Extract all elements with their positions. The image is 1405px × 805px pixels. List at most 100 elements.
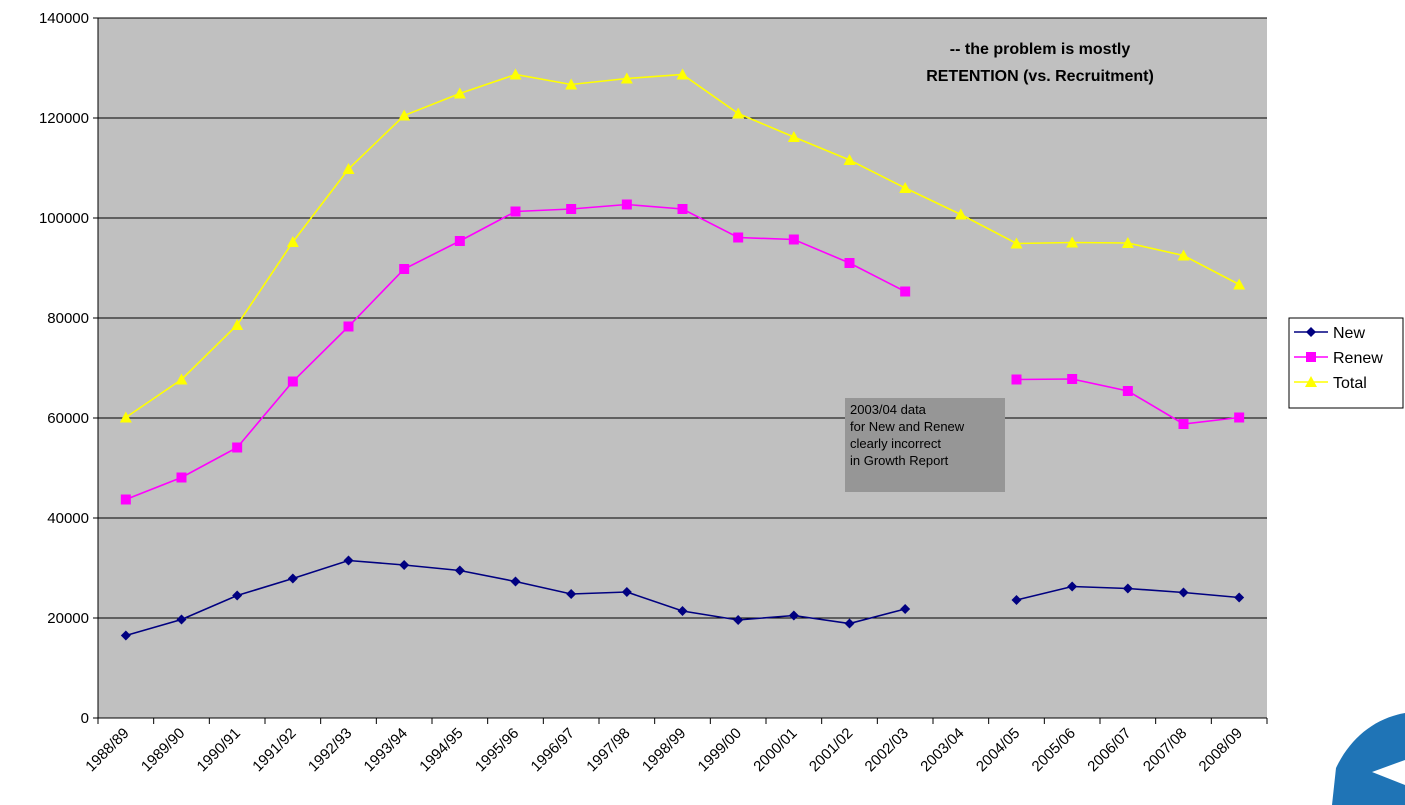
data-point-new <box>176 614 187 625</box>
data-point-total <box>1233 278 1246 290</box>
data-point-new <box>454 565 465 576</box>
headline-line-1: -- the problem is mostly <box>950 41 1131 58</box>
data-point-new <box>900 604 911 614</box>
x-tick-label: 2000/01 <box>750 725 800 775</box>
data-point-renew <box>733 232 744 243</box>
legend-label-total: Total <box>1333 375 1367 392</box>
x-tick-label: 2004/05 <box>973 725 1023 775</box>
x-tick-label: 1998/99 <box>639 725 689 775</box>
data-point-total <box>453 87 466 99</box>
data-point-new <box>1234 592 1245 603</box>
series-new <box>120 555 1245 641</box>
data-point-total <box>286 236 299 247</box>
data-point-total <box>954 208 967 220</box>
data-point-total <box>398 109 411 121</box>
x-tick-label: 1991/92 <box>249 725 299 775</box>
x-axis-ticks: 1988/89 1989/90 1990/91 1991/92 1992/93 1993/… <box>82 718 1268 775</box>
logo <box>1332 713 1405 805</box>
data-point-new <box>399 560 410 570</box>
data-point-new <box>343 555 354 566</box>
annotation-background <box>845 398 1005 492</box>
data-point-new <box>1011 595 1022 605</box>
data-point-renew <box>399 264 410 274</box>
plot-area <box>98 18 1267 718</box>
data-point-renew <box>454 236 465 246</box>
data-point-total <box>787 131 800 142</box>
annotation-line-4: in Growth Report <box>850 453 949 468</box>
data-point-renew <box>343 321 354 332</box>
data-point-renew <box>1234 412 1245 423</box>
x-tick-label: 1997/98 <box>583 725 633 775</box>
x-tick-label: 1989/90 <box>138 725 188 775</box>
data-point-new <box>733 615 744 625</box>
data-point-new <box>844 618 855 629</box>
data-point-new <box>287 573 298 584</box>
y-tick-label: 140000 <box>39 10 89 27</box>
annotation-line-1: 2003/04 data <box>850 402 927 417</box>
data-point-renew <box>232 442 243 453</box>
x-tick-label: 1988/89 <box>82 725 132 775</box>
data-point-total <box>732 107 745 119</box>
data-point-total <box>620 72 633 84</box>
x-tick-label: 1996/97 <box>528 725 578 775</box>
y-tick-label: 60000 <box>47 410 89 427</box>
data-point-new <box>1122 583 1133 594</box>
x-tick-label: 2008/09 <box>1196 725 1246 775</box>
data-point-renew <box>1178 419 1189 429</box>
data-point-new <box>120 630 131 641</box>
y-tick-label: 0 <box>81 710 89 727</box>
x-tick-label: 2001/02 <box>806 725 856 775</box>
data-point-new <box>788 610 799 621</box>
y-tick-label: 80000 <box>47 310 89 327</box>
legend-label-new: New <box>1333 325 1365 342</box>
x-tick-label: 2003/04 <box>917 725 967 775</box>
headline: -- the problem is mostly RETENTION (vs. … <box>926 41 1154 85</box>
x-tick-label: 1990/91 <box>194 725 244 775</box>
data-point-total <box>565 78 578 90</box>
y-axis-ticks: 0 20000 40000 60000 80000 100000 120000 140000 <box>39 10 98 727</box>
data-point-renew <box>287 376 298 387</box>
y-tick-label: 100000 <box>39 210 89 227</box>
data-point-new <box>1067 581 1078 592</box>
x-tick-label: 1999/00 <box>695 725 745 775</box>
y-tick-label: 40000 <box>47 510 89 527</box>
series-total <box>119 68 1246 423</box>
data-point-renew <box>621 199 632 210</box>
y-tick-label: 20000 <box>47 610 89 627</box>
data-point-renew <box>788 234 799 245</box>
data-point-renew <box>677 204 688 214</box>
x-tick-label: 2002/03 <box>862 725 912 775</box>
data-point-total <box>1066 236 1079 248</box>
legend-marker-new <box>1306 327 1316 337</box>
data-point-total <box>342 163 355 174</box>
legend-marker-total <box>1305 376 1317 387</box>
data-point-total <box>843 154 856 165</box>
data-point-renew <box>566 204 577 214</box>
legend-label-renew: Renew <box>1333 350 1383 367</box>
data-point-new <box>566 589 577 599</box>
x-tick-label: 2007/08 <box>1140 725 1190 775</box>
data-point-total <box>1010 237 1023 249</box>
data-point-renew <box>176 472 187 483</box>
legend: New Renew Total <box>1288 317 1404 409</box>
logo-mark <box>1332 713 1405 805</box>
gridlines <box>98 17 1267 619</box>
x-tick-label: 2006/07 <box>1084 725 1134 775</box>
data-point-new <box>510 576 521 587</box>
data-point-renew <box>1067 374 1078 384</box>
data-point-total <box>231 319 244 330</box>
data-point-total <box>899 182 912 193</box>
legend-marker-renew <box>1306 352 1316 362</box>
x-tick-label: 1992/93 <box>305 725 355 775</box>
data-point-renew <box>900 286 911 297</box>
data-point-new <box>232 590 243 601</box>
data-point-new <box>677 606 688 616</box>
series-layer <box>119 68 1246 641</box>
data-point-total <box>1121 237 1134 248</box>
annotation-line-2: for New and Renew <box>850 419 965 434</box>
axes <box>97 18 1267 719</box>
logo-notch <box>1372 760 1405 785</box>
data-point-renew <box>1122 386 1133 396</box>
annotation-line-3: clearly incorrect <box>850 436 941 451</box>
data-point-renew <box>844 258 855 268</box>
